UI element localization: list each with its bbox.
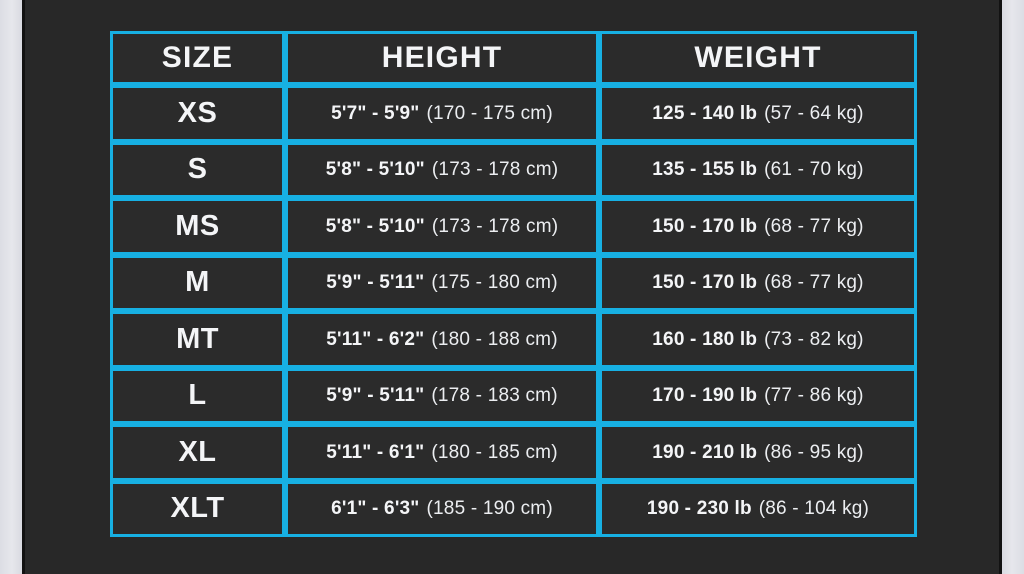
cell-weight: 150 - 170 lb (68 - 77 kg)	[599, 254, 917, 311]
table-row: XLT 6'1" - 6'3" (185 - 190 cm) 190 - 230 lb…	[110, 480, 917, 537]
cell-weight: 135 - 155 lb (61 - 70 kg)	[599, 141, 917, 198]
cell-size: M	[110, 254, 285, 311]
weight-imperial: 150 - 170 lb	[652, 272, 758, 294]
weight-metric: (68 - 77 kg)	[764, 272, 864, 294]
height-imperial: 5'8" - 5'10"	[325, 159, 425, 181]
table-row: L 5'9" - 5'11" (178 - 183 cm) 170 - 190 lb (…	[110, 367, 917, 424]
cell-size: MS	[110, 198, 285, 255]
cell-size: MT	[110, 311, 285, 368]
weight-imperial: 160 - 180 lb	[652, 328, 758, 350]
table-row: MS 5'8" - 5'10" (173 - 178 cm) 150 - 170 lb…	[110, 198, 917, 255]
cell-weight: 170 - 190 lb (77 - 86 kg)	[599, 367, 917, 424]
weight-imperial: 170 - 190 lb	[652, 385, 758, 407]
table-row: MT 5'11" - 6'2" (180 - 188 cm) 160 - 180 lb…	[110, 311, 917, 368]
cell-height: 5'8" - 5'10" (173 - 178 cm)	[285, 198, 599, 255]
page-seam-right	[999, 0, 1002, 574]
height-imperial: 5'9" - 5'11"	[326, 385, 425, 407]
cell-height: 6'1" - 6'3" (185 - 190 cm)	[285, 480, 599, 537]
height-metric: (180 - 185 cm)	[431, 441, 558, 463]
column-header-height: HEIGHT	[285, 31, 599, 85]
height-imperial: 5'9" - 5'11"	[326, 272, 425, 294]
cell-weight: 190 - 210 lb (86 - 95 kg)	[599, 424, 917, 481]
size-chart-table: SIZE HEIGHT WEIGHT XS 5'7" - 5'9" (170 - 1…	[110, 31, 917, 537]
table-row: XL 5'11" - 6'1" (180 - 185 cm) 190 - 210 lb…	[110, 424, 917, 481]
page-edge-right	[1002, 0, 1024, 574]
weight-metric: (77 - 86 kg)	[764, 385, 864, 407]
page-seam-left	[22, 0, 25, 574]
table-row: XS 5'7" - 5'9" (170 - 175 cm) 125 - 140 lb (…	[110, 85, 917, 142]
table-row: M 5'9" - 5'11" (175 - 180 cm) 150 - 170 lb (…	[110, 254, 917, 311]
cell-size: S	[110, 141, 285, 198]
cell-height: 5'8" - 5'10" (173 - 178 cm)	[285, 141, 599, 198]
cell-height: 5'11" - 6'1" (180 - 185 cm)	[285, 424, 599, 481]
header-row: SIZE HEIGHT WEIGHT	[110, 31, 917, 85]
cell-height: 5'11" - 6'2" (180 - 188 cm)	[285, 311, 599, 368]
height-imperial: 6'1" - 6'3"	[331, 498, 420, 520]
weight-imperial: 190 - 210 lb	[652, 441, 758, 463]
size-chart-panel: SIZE HEIGHT WEIGHT XS 5'7" - 5'9" (170 - 1…	[25, 0, 999, 574]
table-body: XS 5'7" - 5'9" (170 - 175 cm) 125 - 140 lb (…	[110, 85, 917, 537]
height-imperial: 5'11" - 6'1"	[326, 441, 425, 463]
height-metric: (170 - 175 cm)	[426, 102, 553, 124]
weight-imperial: 135 - 155 lb	[652, 159, 758, 181]
cell-height: 5'9" - 5'11" (178 - 183 cm)	[285, 367, 599, 424]
cell-size: XL	[110, 424, 285, 481]
height-metric: (178 - 183 cm)	[431, 385, 558, 407]
cell-height: 5'7" - 5'9" (170 - 175 cm)	[285, 85, 599, 142]
cell-weight: 190 - 230 lb (86 - 104 kg)	[599, 480, 917, 537]
cell-size: XLT	[110, 480, 285, 537]
cell-size: L	[110, 367, 285, 424]
weight-metric: (73 - 82 kg)	[764, 328, 864, 350]
cell-size: XS	[110, 85, 285, 142]
height-imperial: 5'8" - 5'10"	[325, 215, 425, 237]
table-header: SIZE HEIGHT WEIGHT	[110, 31, 917, 85]
height-metric: (173 - 178 cm)	[431, 159, 559, 181]
height-metric: (175 - 180 cm)	[431, 272, 558, 294]
height-metric: (173 - 178 cm)	[431, 215, 559, 237]
height-imperial: 5'11" - 6'2"	[326, 328, 425, 350]
weight-metric: (68 - 77 kg)	[764, 215, 864, 237]
column-header-weight: WEIGHT	[599, 31, 917, 85]
cell-weight: 150 - 170 lb (68 - 77 kg)	[599, 198, 917, 255]
weight-metric: (86 - 95 kg)	[764, 441, 864, 463]
weight-metric: (61 - 70 kg)	[764, 159, 864, 181]
weight-imperial: 150 - 170 lb	[652, 215, 758, 237]
height-imperial: 5'7" - 5'9"	[331, 102, 420, 124]
weight-imperial: 190 - 230 lb	[646, 498, 752, 520]
weight-imperial: 125 - 140 lb	[652, 102, 758, 124]
cell-weight: 160 - 180 lb (73 - 82 kg)	[599, 311, 917, 368]
cell-weight: 125 - 140 lb (57 - 64 kg)	[599, 85, 917, 142]
height-metric: (180 - 188 cm)	[431, 328, 558, 350]
weight-metric: (86 - 104 kg)	[758, 498, 870, 520]
cell-height: 5'9" - 5'11" (175 - 180 cm)	[285, 254, 599, 311]
weight-metric: (57 - 64 kg)	[764, 102, 864, 124]
page-edge-left	[0, 0, 22, 574]
height-metric: (185 - 190 cm)	[426, 498, 553, 520]
column-header-size: SIZE	[110, 31, 285, 85]
table-row: S 5'8" - 5'10" (173 - 178 cm) 135 - 155 lb (…	[110, 141, 917, 198]
